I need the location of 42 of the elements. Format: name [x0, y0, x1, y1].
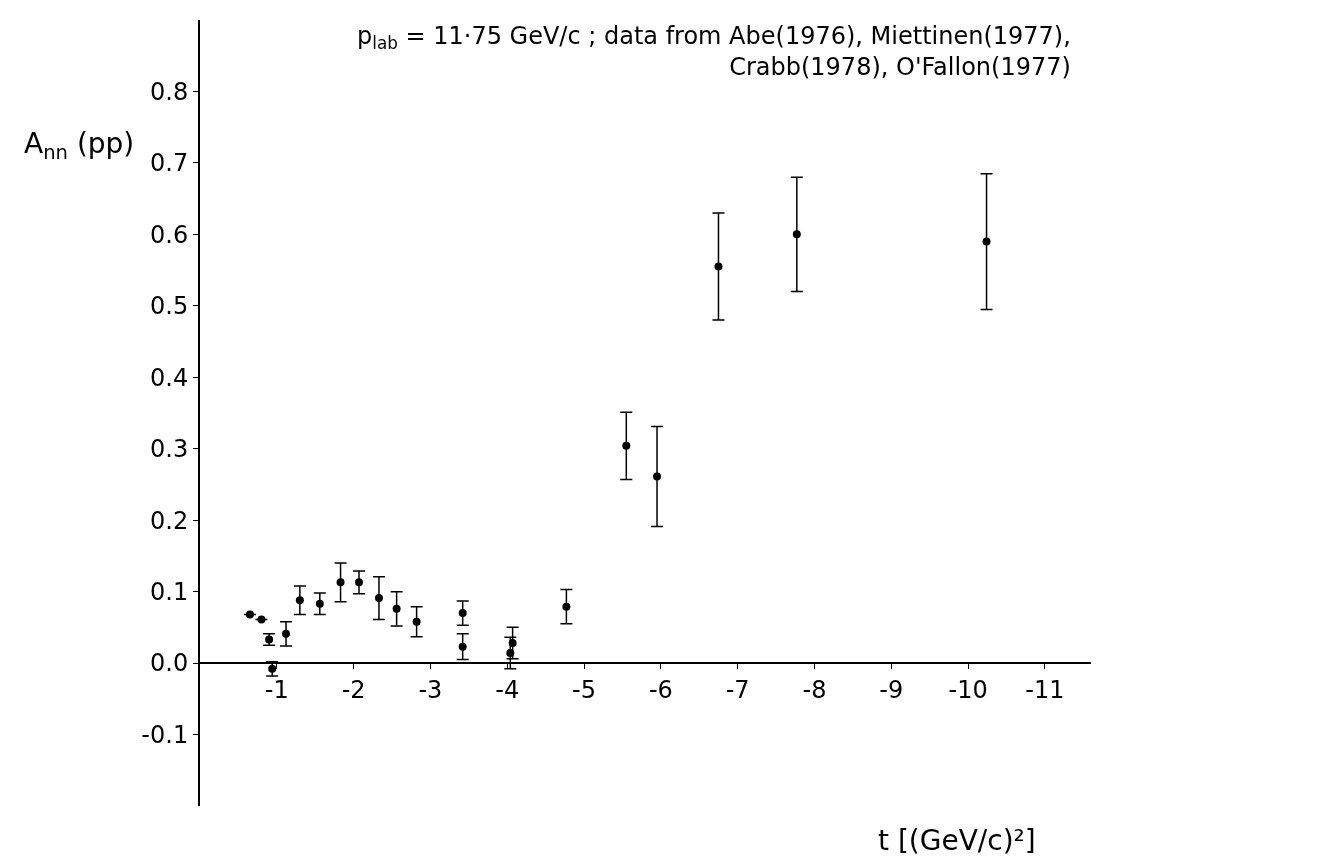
x-tick-label: -11	[1025, 675, 1065, 704]
x-tick-label: -3	[418, 675, 443, 704]
point	[355, 578, 363, 587]
point	[562, 602, 571, 611]
y-axis-title: A$_{nn}$ (pp)	[24, 127, 135, 164]
y-tick-label: 0.1	[150, 578, 189, 607]
x-tick-label: -1	[264, 675, 289, 704]
point	[792, 230, 801, 239]
x-tick-label: -8	[802, 675, 827, 704]
point	[622, 441, 631, 450]
point	[295, 596, 304, 605]
point	[392, 604, 401, 613]
y-tick-label: 0.5	[150, 292, 189, 321]
point	[336, 578, 345, 587]
point	[458, 609, 467, 618]
point	[982, 237, 991, 246]
point	[653, 472, 662, 481]
y-tick-label: 0.6	[150, 220, 189, 249]
x-tick-label: -5	[572, 675, 597, 704]
point	[458, 642, 467, 651]
y-tick-label: 0.0	[150, 649, 189, 678]
x-axis-title: t [(GeV/c)²]	[878, 824, 1036, 857]
point	[714, 262, 723, 271]
point	[506, 649, 515, 658]
y-tick-label: 0.7	[150, 149, 189, 178]
x-tick-label: -10	[948, 675, 988, 704]
point	[508, 639, 517, 648]
y-tick-label: 0.2	[150, 506, 189, 535]
x-tick-label: -2	[341, 675, 366, 704]
y-tick-label: -0.1	[141, 720, 189, 749]
x-tick-label: -6	[648, 675, 673, 704]
point	[374, 594, 383, 603]
y-tick-label: 0.3	[150, 435, 189, 464]
y-tick-label: 0.4	[150, 363, 189, 392]
annotation: p$_{lab}$ = 11·75 GeV/c ; data from Abe(1976), Miettinen(1977), Crabb(1978), O'Fallon(1977)	[357, 22, 1071, 82]
point	[315, 599, 324, 608]
point	[282, 629, 291, 638]
x-tick-label: -9	[879, 675, 904, 704]
x-tick-label: -4	[495, 675, 520, 704]
point	[412, 617, 421, 626]
y-tick-label: 0.8	[150, 77, 189, 106]
x-tick-label: -7	[725, 675, 750, 704]
